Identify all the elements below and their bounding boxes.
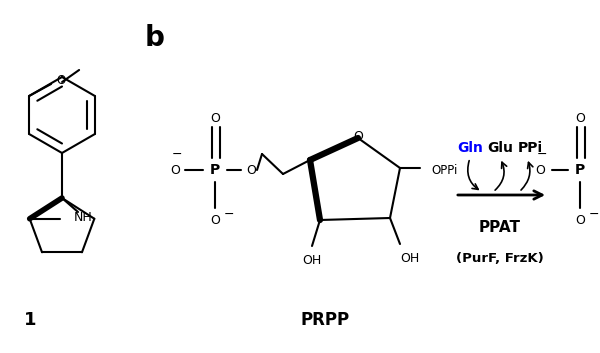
Text: Glu: Glu <box>487 141 513 155</box>
Text: b: b <box>145 24 165 52</box>
Text: Gln: Gln <box>457 141 483 155</box>
Text: O: O <box>170 163 180 176</box>
Text: P: P <box>575 163 585 177</box>
Text: PPi: PPi <box>517 141 542 155</box>
Text: −: − <box>172 148 182 161</box>
Text: O: O <box>535 163 545 176</box>
Text: (PurF, FrzK): (PurF, FrzK) <box>456 251 544 264</box>
Text: O: O <box>246 163 256 176</box>
Text: O: O <box>56 73 65 86</box>
Text: 1: 1 <box>24 311 36 329</box>
Text: −: − <box>589 208 599 221</box>
Text: O: O <box>210 214 220 227</box>
Text: P: P <box>210 163 220 177</box>
Text: OPPi: OPPi <box>432 163 458 176</box>
Text: −: − <box>224 208 234 221</box>
Text: OH: OH <box>302 253 322 267</box>
Text: O: O <box>575 112 585 125</box>
Text: OH: OH <box>400 251 419 264</box>
Text: −: − <box>537 148 547 161</box>
Text: NH: NH <box>74 211 92 224</box>
Text: O: O <box>353 130 363 143</box>
Text: PPAT: PPAT <box>479 221 521 235</box>
Text: O: O <box>575 214 585 227</box>
Text: PRPP: PRPP <box>301 311 350 329</box>
Text: O: O <box>210 112 220 125</box>
